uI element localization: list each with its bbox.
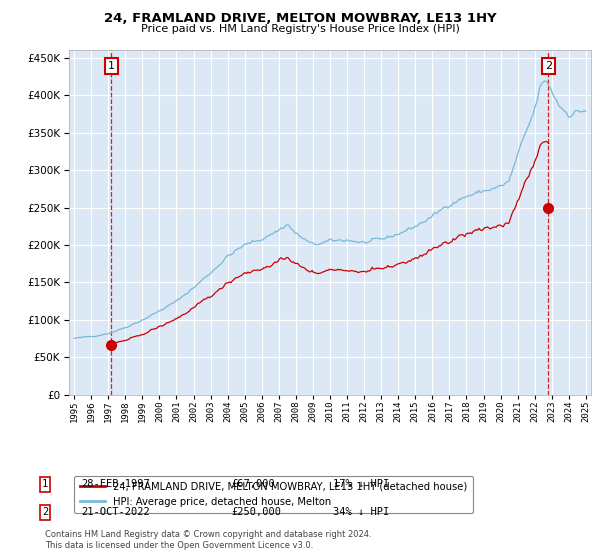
Text: 34% ↓ HPI: 34% ↓ HPI bbox=[333, 507, 389, 517]
Text: This data is licensed under the Open Government Licence v3.0.: This data is licensed under the Open Gov… bbox=[45, 541, 313, 550]
Legend: 24, FRAMLAND DRIVE, MELTON MOWBRAY, LE13 1HY (detached house), HPI: Average pric: 24, FRAMLAND DRIVE, MELTON MOWBRAY, LE13… bbox=[74, 475, 473, 512]
Text: 2: 2 bbox=[42, 507, 48, 517]
Text: 28-FEB-1997: 28-FEB-1997 bbox=[81, 479, 150, 489]
Text: 24, FRAMLAND DRIVE, MELTON MOWBRAY, LE13 1HY: 24, FRAMLAND DRIVE, MELTON MOWBRAY, LE13… bbox=[104, 12, 496, 25]
Text: Contains HM Land Registry data © Crown copyright and database right 2024.: Contains HM Land Registry data © Crown c… bbox=[45, 530, 371, 539]
Text: 1: 1 bbox=[42, 479, 48, 489]
Text: £67,000: £67,000 bbox=[231, 479, 275, 489]
Text: 17% ↓ HPI: 17% ↓ HPI bbox=[333, 479, 389, 489]
Text: 2: 2 bbox=[545, 61, 552, 71]
Text: Price paid vs. HM Land Registry's House Price Index (HPI): Price paid vs. HM Land Registry's House … bbox=[140, 24, 460, 34]
Text: 1: 1 bbox=[107, 61, 115, 71]
Text: 21-OCT-2022: 21-OCT-2022 bbox=[81, 507, 150, 517]
Text: £250,000: £250,000 bbox=[231, 507, 281, 517]
